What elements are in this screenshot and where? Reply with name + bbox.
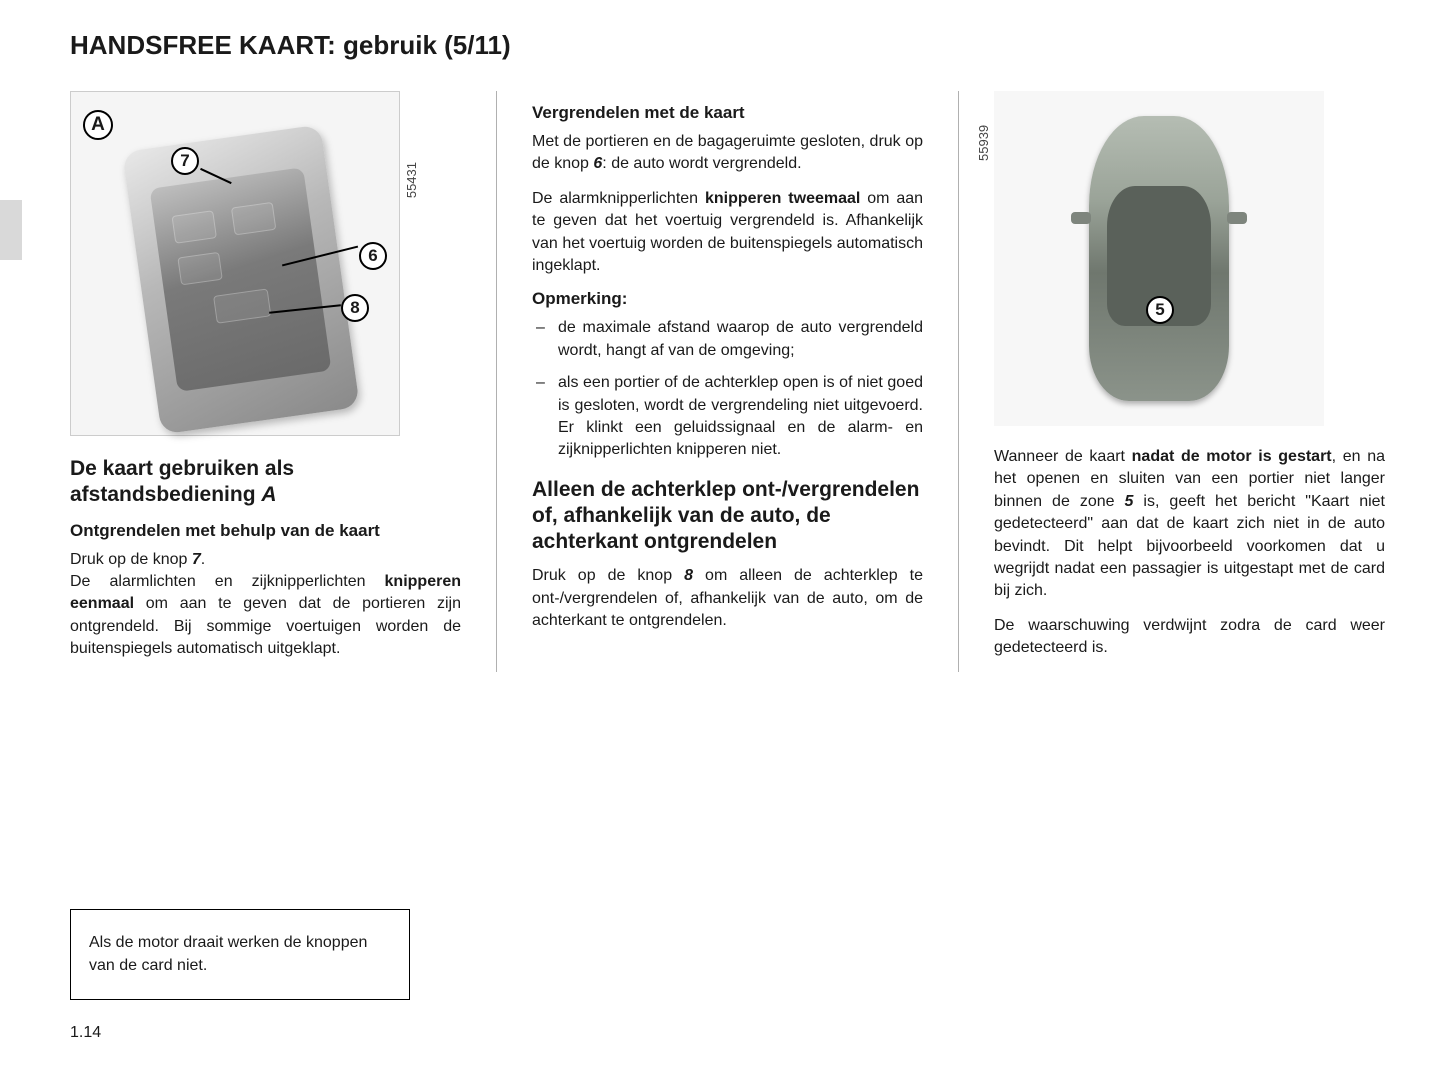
col1-subheading: Ontgrendelen met behulp van de kaart xyxy=(70,521,461,541)
heading-suffix: A xyxy=(261,483,276,506)
page-number: 1.14 xyxy=(70,1024,101,1042)
callout-8: 8 xyxy=(341,294,369,322)
col2-p2: De alarmknipperlichten knipperen tweemaa… xyxy=(532,188,923,278)
button-ref: 7 xyxy=(192,551,201,568)
text: De alarmknipperlichten xyxy=(532,190,705,207)
col1-heading: De kaart gebruiken als afstandsbediening… xyxy=(70,456,461,509)
column-3: 55939 5 Wanneer de kaart nadat de motor … xyxy=(994,91,1385,672)
callout-5: 5 xyxy=(1146,296,1174,324)
callout-7: 7 xyxy=(171,147,199,175)
bold-text: nadat de motor is gestart xyxy=(1132,448,1332,465)
figure-ref: 55939 xyxy=(976,125,991,161)
note-box: Als de motor draait werken de knoppen va… xyxy=(70,909,410,1000)
text: Druk op de knop xyxy=(70,551,192,568)
col2-h2: Opmerking: xyxy=(532,289,923,309)
col3-p1: Wanneer de kaart nadat de motor is gesta… xyxy=(994,446,1385,603)
text: De alarmlichten en zijknipperlichten xyxy=(70,573,385,590)
callout-letter-a: A xyxy=(83,110,113,140)
page-title: HANDSFREE KAART: gebruik (5/11) xyxy=(70,30,1385,61)
col2-p1: Met de portieren en de bagageruimte gesl… xyxy=(532,131,923,176)
bold-text: knipperen tweemaal xyxy=(705,190,860,207)
col1-paragraph-1: Druk op de knop 7. De alarmlichten en zi… xyxy=(70,549,461,661)
text: Druk op de knop xyxy=(532,567,684,584)
button-ref: 6 xyxy=(593,155,602,172)
figure-car-topview: 55939 5 xyxy=(994,91,1324,426)
column-2: Vergrendelen met de kaart Met de portier… xyxy=(532,91,959,672)
col2-list: de maximale afstand waarop de auto vergr… xyxy=(532,317,923,461)
col2-p3: Druk op de knop 8 om alleen de achterkle… xyxy=(532,565,923,632)
button-ref: 8 xyxy=(684,567,693,584)
callout-6: 6 xyxy=(359,242,387,270)
text: . xyxy=(201,551,205,568)
text: : de auto wordt vergrendeld. xyxy=(602,155,801,172)
col2-h1: Vergrendelen met de kaart xyxy=(532,103,923,123)
text: Wanneer de kaart xyxy=(994,448,1132,465)
list-item: als een portier of de achterklep open is… xyxy=(532,372,923,462)
col3-p2: De waarschuwing verdwijnt zodra de card … xyxy=(994,615,1385,660)
figure-ref: 55431 xyxy=(404,162,419,198)
column-1: 55431 A 7 6 8 De kaart geb xyxy=(70,91,497,672)
section-tab xyxy=(0,200,22,260)
col2-heading2: Alleen de achterklep ont-/vergrendelen o… xyxy=(532,477,923,556)
list-item: de maximale afstand waarop de auto vergr… xyxy=(532,317,923,362)
figure-keycard: 55431 A 7 6 8 xyxy=(70,91,400,436)
